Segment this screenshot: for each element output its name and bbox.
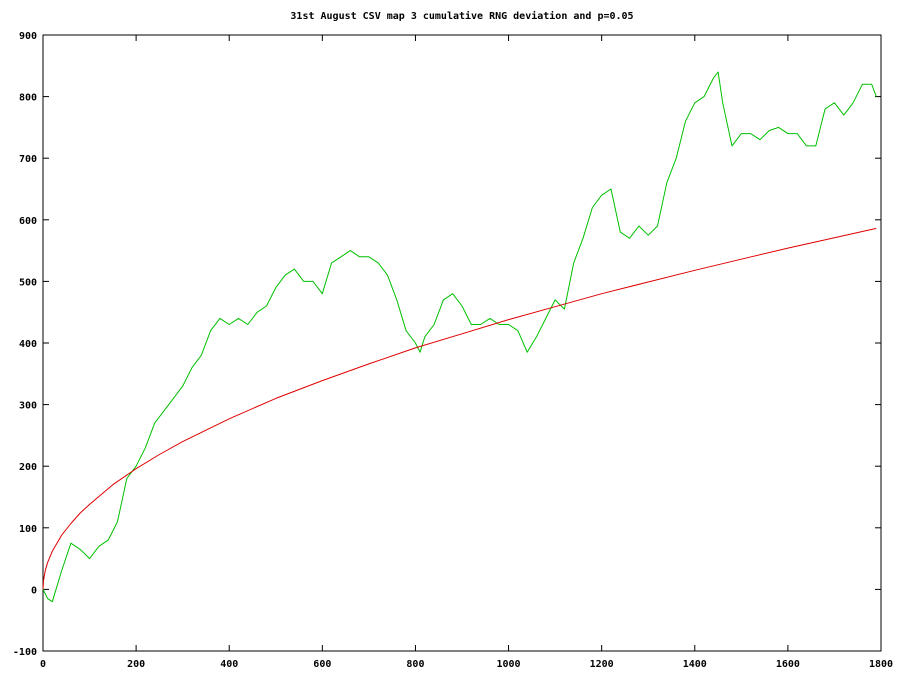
x-tick-label: 800 bbox=[406, 659, 424, 670]
x-tick-label: 1000 bbox=[497, 659, 521, 670]
y-tick-label: 800 bbox=[19, 93, 37, 104]
y-tick-label: 500 bbox=[19, 277, 37, 288]
y-tick-label: 0 bbox=[31, 585, 37, 596]
y-tick-label: 700 bbox=[19, 154, 37, 165]
y-tick-label: 200 bbox=[19, 462, 37, 473]
x-tick-label: 1200 bbox=[590, 659, 614, 670]
y-tick-label: -100 bbox=[13, 647, 37, 658]
x-tick-label: 200 bbox=[127, 659, 145, 670]
x-tick-label: 1400 bbox=[683, 659, 707, 670]
series-line-significance-threshold bbox=[42, 227, 877, 590]
axis-ticks: 0 200 400 600 800 1000 1200 1400 1600 1800-100010… bbox=[13, 31, 893, 670]
series-line-cumulative-deviation bbox=[42, 71, 877, 603]
x-tick-label: 1600 bbox=[776, 659, 800, 670]
y-tick-label: 900 bbox=[19, 31, 37, 42]
x-tick-label: 400 bbox=[220, 659, 238, 670]
x-tick-label: 1800 bbox=[869, 659, 893, 670]
y-tick-label: 400 bbox=[19, 339, 37, 350]
y-tick-label: 100 bbox=[19, 524, 37, 535]
y-tick-label: 300 bbox=[19, 401, 37, 412]
x-tick-label: 0 bbox=[40, 659, 46, 670]
y-tick-label: 600 bbox=[19, 216, 37, 227]
x-tick-label: 600 bbox=[313, 659, 331, 670]
chart-title: 31st August CSV map 3 cumulative RNG dev… bbox=[290, 10, 633, 22]
plot-border bbox=[42, 34, 882, 652]
series-group bbox=[42, 71, 877, 603]
